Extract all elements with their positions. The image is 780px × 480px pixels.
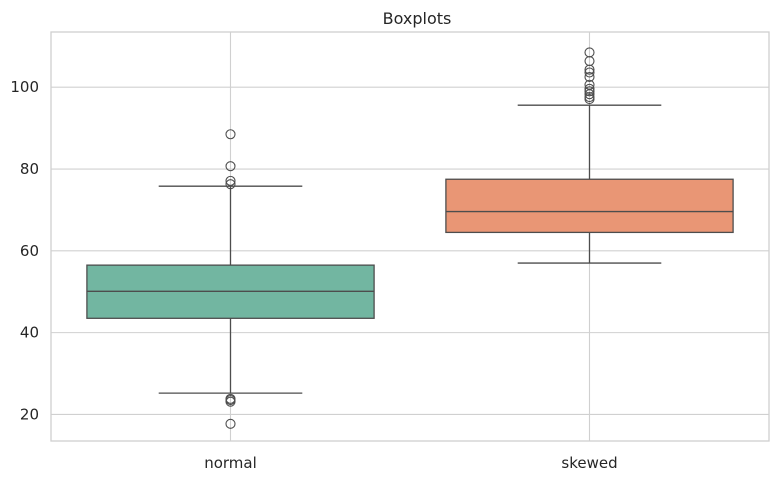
outlier-point	[225, 129, 236, 140]
outlier-point	[584, 47, 595, 58]
outlier-point	[584, 79, 595, 90]
outlier-point	[225, 393, 236, 404]
grid-lines	[51, 32, 769, 441]
plot-frame	[50, 31, 770, 442]
box-marks	[86, 47, 734, 429]
outlier-point	[584, 71, 595, 83]
axis-labels: 20 40 60 80 100 normal skewed	[10, 78, 617, 472]
box-skewed	[445, 178, 734, 234]
outlier-point	[584, 91, 595, 103]
chart-title: Boxplots	[383, 9, 452, 28]
outlier-point	[584, 86, 595, 97]
outlier-point	[584, 83, 595, 94]
x-tick-label: skewed	[561, 454, 617, 472]
y-tick-label: 60	[20, 242, 39, 260]
outlier-point	[225, 161, 236, 172]
y-tick-label: 20	[20, 405, 39, 423]
y-tick-label: 100	[10, 78, 39, 96]
outlier-point	[225, 179, 236, 190]
outlier-point	[225, 418, 236, 429]
y-tick-label: 80	[20, 160, 39, 178]
y-tick-label: 40	[20, 324, 39, 342]
x-tick-label: normal	[204, 454, 257, 472]
outlier-point	[584, 67, 595, 78]
outlier-point	[225, 175, 236, 186]
